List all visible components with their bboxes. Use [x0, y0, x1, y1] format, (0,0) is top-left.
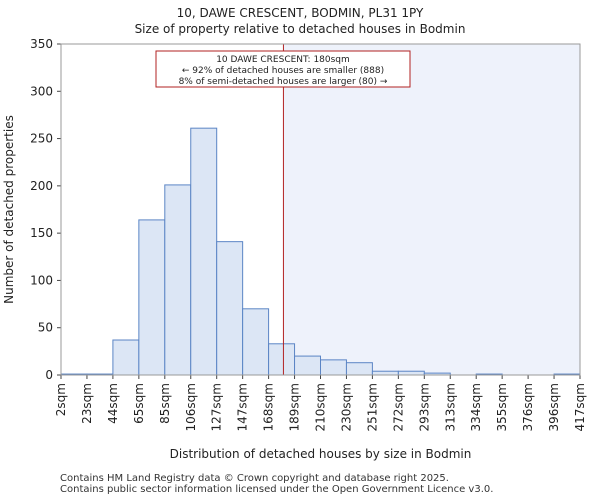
y-tick-label: 150: [30, 226, 53, 240]
y-tick-label: 100: [30, 273, 53, 287]
x-tick-label: 376sqm: [521, 383, 535, 431]
annotation-line-1: 10 DAWE CRESCENT: 180sqm: [216, 55, 350, 65]
x-tick-label: 272sqm: [391, 383, 405, 431]
annotation-box: [155, 50, 411, 88]
x-tick-label: 2sqm: [54, 383, 68, 416]
footer-line-2: Contains public sector information licen…: [60, 484, 494, 495]
y-tick-label: 350: [30, 37, 53, 51]
annotation-line-2: ← 92% of detached houses are smaller (88…: [182, 66, 384, 76]
chart-title: 10, DAWE CRESCENT, BODMIN, PL31 1PY: [176, 6, 424, 20]
y-tick-label: 50: [38, 321, 53, 335]
bar-189sqm: [294, 355, 321, 376]
x-tick-label: 334sqm: [469, 383, 483, 431]
bar-44sqm: [112, 339, 140, 376]
bar-127sqm: [216, 241, 244, 376]
larger-region-shade: [283, 44, 580, 375]
x-tick-label: 65sqm: [132, 383, 146, 424]
x-tick-label: 417sqm: [573, 383, 587, 431]
bar-210sqm: [320, 359, 347, 376]
plot-frame: [60, 43, 581, 376]
x-axis-label: Distribution of detached houses by size …: [170, 447, 472, 461]
y-tick-label: 250: [30, 132, 53, 146]
x-tick-label: 251sqm: [365, 383, 379, 431]
bar-106sqm: [190, 127, 218, 376]
bar-65sqm: [138, 219, 166, 376]
y-axis-label: Number of detached properties: [2, 115, 16, 304]
bar-147sqm: [242, 308, 270, 376]
x-axis: 2sqm 23sqm 44sqm 65sqm 85sqm 106sqm 127sqm 147s…: [54, 375, 587, 431]
y-axis: 0 50 100 150 200 250 300 350: [30, 37, 61, 382]
x-tick-label: 106sqm: [184, 383, 198, 431]
x-tick-label: 355sqm: [495, 383, 509, 431]
x-tick-label: 85sqm: [158, 383, 172, 424]
bar-85sqm: [164, 184, 192, 376]
bar-251sqm: [371, 370, 399, 376]
x-tick-label: 127sqm: [210, 383, 224, 431]
chart-subtitle: Size of property relative to detached ho…: [134, 22, 466, 36]
footer-line-1: Contains HM Land Registry data © Crown c…: [60, 473, 449, 484]
x-tick-label: 168sqm: [262, 383, 276, 431]
bars-group: [60, 127, 581, 376]
y-tick-label: 0: [45, 368, 53, 382]
x-tick-label: 396sqm: [547, 383, 561, 431]
x-tick-label: 313sqm: [443, 383, 457, 431]
y-tick-label: 300: [30, 84, 53, 98]
annotation-line-3: 8% of semi-detached houses are larger (8…: [179, 77, 388, 87]
bar-230sqm: [345, 362, 373, 376]
x-tick-label: 147sqm: [236, 383, 250, 431]
x-tick-label: 293sqm: [417, 383, 431, 431]
bar-168sqm: [268, 343, 296, 376]
x-tick-label: 210sqm: [314, 383, 328, 431]
x-tick-label: 230sqm: [339, 383, 353, 431]
y-tick-label: 200: [30, 179, 53, 193]
x-tick-label: 44sqm: [106, 383, 120, 424]
x-tick-label: 189sqm: [288, 383, 302, 431]
bar-272sqm: [397, 370, 425, 376]
x-tick-label: 23sqm: [80, 383, 94, 424]
